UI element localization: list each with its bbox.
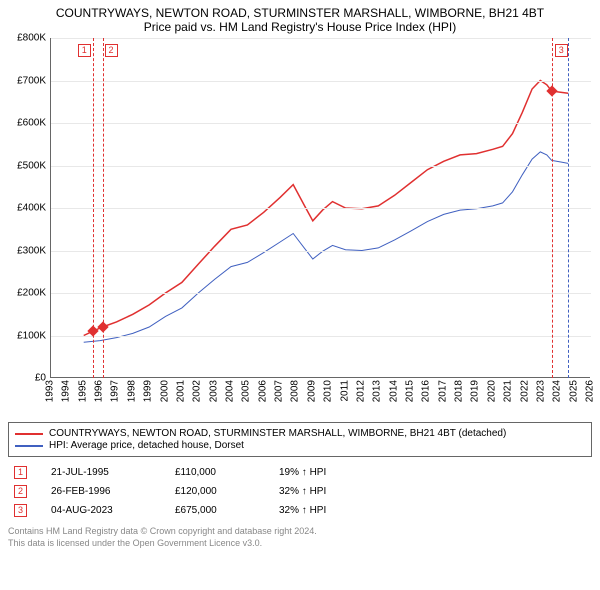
footer-line2: This data is licensed under the Open Gov… [8,538,592,550]
transaction-row: 3 04-AUG-2023 £675,000 32% ↑ HPI [8,501,592,520]
y-gridline [51,293,591,294]
x-tick-label: 2008 [290,380,301,402]
transaction-date: 26-FEB-1996 [51,486,151,497]
transaction-pct-vs-hpi: 19% ↑ HPI [279,467,379,478]
y-gridline [51,208,591,209]
y-tick-label: £0 [8,373,46,384]
x-tick-label: 1994 [61,380,72,402]
price-marker-label: 3 [555,44,568,57]
series-line [84,152,568,342]
transaction-row: 1 21-JUL-1995 £110,000 19% ↑ HPI [8,463,592,482]
legend-item: HPI: Average price, detached house, Dors… [15,440,585,451]
legend: COUNTRYWAYS, NEWTON ROAD, STURMINSTER MA… [8,422,592,457]
x-tick-label: 2023 [535,380,546,402]
x-tick-label: 2022 [519,380,530,402]
y-tick-label: £800K [8,33,46,44]
legend-swatch [15,433,43,435]
x-tick-label: 2025 [568,380,579,402]
footer-attribution: Contains HM Land Registry data © Crown c… [8,526,592,549]
y-tick-label: £600K [8,118,46,129]
event-vline [568,38,569,378]
x-tick-label: 2015 [405,380,416,402]
legend-swatch [15,445,43,447]
y-tick-label: £500K [8,160,46,171]
x-tick-label: 2024 [552,380,563,402]
x-tick-label: 2001 [175,380,186,402]
transaction-price: £120,000 [175,486,255,497]
y-tick-label: £400K [8,203,46,214]
x-tick-label: 2017 [437,380,448,402]
x-tick-label: 1997 [110,380,121,402]
x-tick-label: 2016 [421,380,432,402]
chart-container: COUNTRYWAYS, NEWTON ROAD, STURMINSTER MA… [0,0,600,557]
x-tick-label: 2013 [372,380,383,402]
x-tick-label: 2020 [486,380,497,402]
x-tick-label: 2012 [355,380,366,402]
y-axis: £0£100K£200K£300K£400K£500K£600K£700K£80… [8,38,48,378]
x-tick-label: 2010 [323,380,334,402]
y-gridline [51,336,591,337]
y-gridline [51,251,591,252]
x-tick-label: 2011 [339,380,350,402]
x-axis: 1993199419951996199719981999200020012002… [50,380,590,420]
x-tick-label: 2014 [388,380,399,402]
x-tick-label: 2002 [192,380,203,402]
legend-label: HPI: Average price, detached house, Dors… [49,440,244,451]
plot-area: 1 2 3 [51,38,591,378]
y-tick-label: £300K [8,245,46,256]
transaction-pct-vs-hpi: 32% ↑ HPI [279,486,379,497]
x-tick-label: 1995 [77,380,88,402]
y-gridline [51,123,591,124]
x-tick-label: 1996 [94,380,105,402]
x-tick-label: 1998 [126,380,137,402]
x-tick-label: 1993 [45,380,56,402]
x-tick-label: 2000 [159,380,170,402]
transaction-pct-vs-hpi: 32% ↑ HPI [279,505,379,516]
y-tick-label: £700K [8,75,46,86]
x-tick-label: 2009 [306,380,317,402]
x-tick-label: 2003 [208,380,219,402]
chart-area: £0£100K£200K£300K£400K£500K£600K£700K£80… [8,38,592,418]
price-marker-label: 2 [105,44,118,57]
transaction-price: £675,000 [175,505,255,516]
price-marker-label: 1 [78,44,91,57]
x-tick-label: 2006 [257,380,268,402]
x-tick-label: 2026 [585,380,596,402]
legend-item: COUNTRYWAYS, NEWTON ROAD, STURMINSTER MA… [15,428,585,439]
transaction-row: 2 26-FEB-1996 £120,000 32% ↑ HPI [8,482,592,501]
transaction-date: 21-JUL-1995 [51,467,151,478]
y-tick-label: £100K [8,330,46,341]
data-point-rows: 1 21-JUL-1995 £110,000 19% ↑ HPI 2 26-FEB-199… [8,463,592,520]
transaction-marker-box: 2 [14,485,27,498]
footer-line1: Contains HM Land Registry data © Crown c… [8,526,592,538]
y-tick-label: £200K [8,288,46,299]
transaction-price: £110,000 [175,467,255,478]
x-tick-label: 2018 [454,380,465,402]
plot-frame: 1 2 3 [50,38,590,378]
transaction-date: 04-AUG-2023 [51,505,151,516]
x-tick-label: 2004 [225,380,236,402]
x-tick-label: 2019 [470,380,481,402]
y-gridline [51,166,591,167]
x-tick-label: 2005 [241,380,252,402]
x-tick-label: 2021 [503,380,514,402]
x-tick-label: 1999 [143,380,154,402]
chart-title-line2: Price paid vs. HM Land Registry's House … [8,20,592,34]
transaction-marker-box: 1 [14,466,27,479]
chart-title-line1: COUNTRYWAYS, NEWTON ROAD, STURMINSTER MA… [8,6,592,20]
x-tick-label: 2007 [274,380,285,402]
y-gridline [51,81,591,82]
legend-label: COUNTRYWAYS, NEWTON ROAD, STURMINSTER MA… [49,428,506,439]
y-gridline [51,38,591,39]
transaction-marker-box: 3 [14,504,27,517]
